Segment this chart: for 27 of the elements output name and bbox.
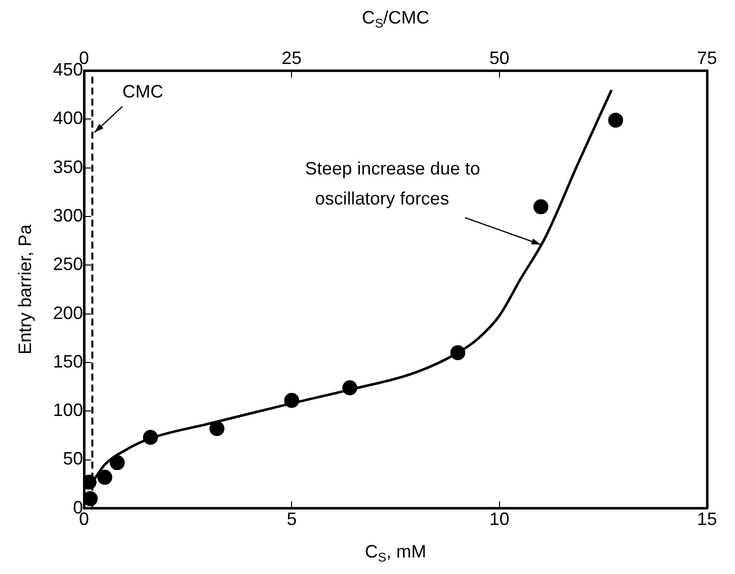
y-tick-label: 250 <box>52 254 84 274</box>
y-tick-label: 200 <box>52 302 84 323</box>
y-tick-label: 400 <box>52 108 84 128</box>
y-tick-label: 150 <box>52 351 84 372</box>
x2-tick-label: 25 <box>282 48 302 68</box>
point <box>142 430 158 445</box>
ref-line-label: CMC <box>122 82 164 102</box>
y-axis-title: Entry barrier, Pa <box>15 223 35 355</box>
y-tick-label: 100 <box>52 400 84 420</box>
y-tick-label: 350 <box>52 156 84 177</box>
x-tick-label: 5 <box>286 509 297 530</box>
point <box>342 380 358 396</box>
x2-tick-label: 75 <box>696 48 718 68</box>
point <box>450 345 466 360</box>
point <box>209 421 224 436</box>
x-tick-label: 10 <box>489 509 510 530</box>
point <box>110 455 125 470</box>
point <box>97 470 112 485</box>
annotation: Steep increase due to oscillatory forces <box>305 158 480 209</box>
y-tick-label: 300 <box>52 206 84 226</box>
y-tick-label: 50 <box>63 448 84 469</box>
point <box>608 112 624 128</box>
x2-tick-label: 50 <box>489 48 510 68</box>
point <box>533 199 548 214</box>
point <box>284 392 300 408</box>
x-tick-label: 15 <box>696 509 718 530</box>
point <box>84 491 98 506</box>
